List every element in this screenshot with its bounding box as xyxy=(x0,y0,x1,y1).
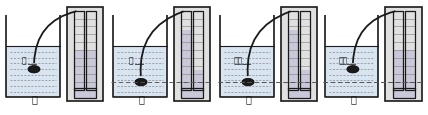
Bar xyxy=(181,88,203,99)
Text: 丁: 丁 xyxy=(351,93,356,103)
Bar xyxy=(67,8,103,102)
Bar xyxy=(74,88,96,99)
Bar xyxy=(404,51,415,90)
FancyArrowPatch shape xyxy=(353,12,395,63)
Bar xyxy=(288,12,298,90)
Bar xyxy=(6,47,59,98)
Bar xyxy=(288,88,310,99)
Text: 水: 水 xyxy=(129,56,134,65)
Bar xyxy=(404,12,415,90)
Bar xyxy=(281,8,317,102)
Bar xyxy=(288,88,310,99)
Bar xyxy=(74,88,96,99)
Ellipse shape xyxy=(135,79,147,86)
Text: 水: 水 xyxy=(22,56,27,65)
Bar xyxy=(220,47,273,98)
Bar xyxy=(113,47,166,98)
Bar xyxy=(288,31,298,90)
Bar xyxy=(392,12,403,90)
Text: 丙: 丙 xyxy=(246,93,251,103)
FancyArrowPatch shape xyxy=(34,12,76,63)
Bar xyxy=(181,88,203,99)
Bar xyxy=(86,12,96,90)
FancyArrowPatch shape xyxy=(248,13,290,76)
Text: 甲: 甲 xyxy=(32,93,37,103)
Bar xyxy=(392,51,403,90)
Bar xyxy=(325,47,378,98)
Text: 盐水: 盐水 xyxy=(339,56,348,65)
Bar xyxy=(74,51,84,90)
Bar xyxy=(74,12,84,90)
Text: 乙: 乙 xyxy=(139,93,144,103)
Bar xyxy=(86,51,96,90)
Text: 盐水: 盐水 xyxy=(234,56,243,65)
Bar xyxy=(193,12,203,90)
Bar xyxy=(386,8,422,102)
Ellipse shape xyxy=(242,79,254,86)
Bar xyxy=(392,88,415,99)
Bar xyxy=(193,70,203,90)
Bar xyxy=(174,8,210,102)
Ellipse shape xyxy=(28,66,40,73)
Bar xyxy=(392,88,415,99)
Bar xyxy=(181,12,191,90)
Bar xyxy=(300,70,310,90)
Bar xyxy=(181,31,191,90)
FancyArrowPatch shape xyxy=(141,13,183,76)
Bar xyxy=(300,12,310,90)
Ellipse shape xyxy=(347,66,359,73)
